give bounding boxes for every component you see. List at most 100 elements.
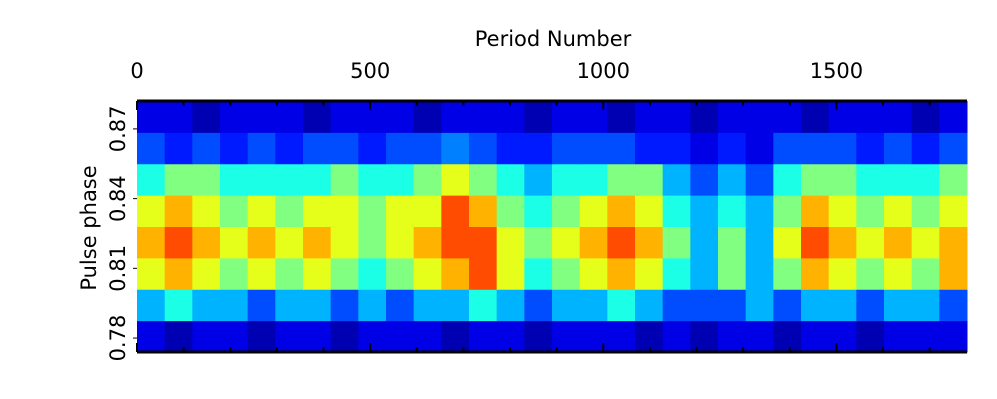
heatmap-cell — [718, 163, 747, 196]
heatmap-cell — [330, 257, 359, 290]
heatmap-cell — [496, 289, 525, 322]
heatmap-cell — [856, 132, 885, 165]
heatmap-cell — [413, 257, 442, 290]
heatmap-cell — [607, 195, 636, 227]
heatmap-cell — [330, 163, 359, 196]
heatmap-cell — [524, 132, 553, 165]
heatmap-cell — [856, 320, 885, 353]
heatmap-cell — [413, 163, 442, 196]
heatmap-cell — [220, 257, 249, 290]
heatmap-cell — [303, 195, 332, 227]
heatmap-cell — [856, 163, 885, 196]
heatmap-cell — [441, 132, 470, 165]
heatmap-cell — [330, 195, 359, 227]
heatmap-cell — [275, 132, 304, 165]
heatmap-cell — [192, 163, 221, 196]
x-tick-label: 1000 — [577, 59, 630, 83]
heatmap-cell — [718, 257, 747, 290]
heatmap-cell — [164, 289, 193, 322]
heatmap-cell — [801, 320, 830, 353]
heatmap-cell — [441, 226, 470, 259]
heatmap-cell — [275, 257, 304, 290]
heatmap-cell — [939, 289, 968, 322]
heatmap-cell — [745, 289, 774, 322]
heatmap-cell — [552, 101, 581, 133]
heatmap-cell — [801, 226, 830, 259]
heatmap-cell — [884, 320, 913, 353]
heatmap-cell — [745, 163, 774, 196]
heatmap-cell — [690, 289, 719, 322]
heatmap-cell — [801, 101, 830, 133]
heatmap-cell — [884, 226, 913, 259]
heatmap-cell — [441, 101, 470, 133]
y-axis-label: Pulse phase — [77, 165, 101, 290]
heatmap-cell — [358, 163, 387, 196]
heatmap-cell — [911, 257, 940, 290]
heatmap-cell — [496, 226, 525, 259]
heatmap-cell — [939, 320, 968, 353]
heatmap-cell — [884, 132, 913, 165]
heatmap-cell — [828, 289, 857, 322]
heatmap-cell — [690, 320, 719, 353]
heatmap-cell — [690, 195, 719, 227]
heatmap-cell — [690, 101, 719, 133]
heatmap-cell — [911, 163, 940, 196]
heatmap-cell — [718, 132, 747, 165]
heatmap-cell — [192, 101, 221, 133]
heatmap-cell — [662, 132, 691, 165]
heatmap-cell — [939, 101, 968, 133]
heatmap-cell — [441, 257, 470, 290]
heatmap-cell — [773, 132, 802, 165]
heatmap-cell — [635, 289, 664, 322]
heatmap-cell — [690, 226, 719, 259]
heatmap-cell — [911, 195, 940, 227]
heatmap-cell — [828, 226, 857, 259]
heatmap-cell — [579, 163, 608, 196]
heatmap-cell — [552, 132, 581, 165]
heatmap-cell — [303, 226, 332, 259]
heatmap-cell — [275, 163, 304, 196]
heatmap-cell — [386, 101, 415, 133]
heatmap-cell — [828, 320, 857, 353]
heatmap-cell — [635, 226, 664, 259]
heatmap-cell — [607, 257, 636, 290]
heatmap-cell — [220, 163, 249, 196]
heatmap-cell — [303, 289, 332, 322]
heatmap-cell — [773, 101, 802, 133]
heatmap-cell — [496, 163, 525, 196]
heatmap-cell — [884, 101, 913, 133]
heatmap-cell — [413, 101, 442, 133]
heatmap-cell — [635, 132, 664, 165]
heatmap-cell — [192, 289, 221, 322]
heatmap-cell — [469, 226, 498, 259]
heatmap-cell — [358, 289, 387, 322]
x-tick-label: 0 — [130, 59, 143, 83]
heatmap-cell — [801, 257, 830, 290]
heatmap-cell — [856, 257, 885, 290]
heatmap-cell — [856, 226, 885, 259]
heatmap-cell — [801, 163, 830, 196]
heatmap-cell — [441, 163, 470, 196]
heatmap-cell — [635, 101, 664, 133]
heatmap-cell — [773, 257, 802, 290]
heatmap-cell — [137, 257, 166, 290]
heatmap-cell — [662, 195, 691, 227]
heatmap-cell — [662, 163, 691, 196]
x-tick-label: 1500 — [810, 59, 863, 83]
y-tick-label: 0.81 — [106, 245, 130, 292]
heatmap-cell — [220, 132, 249, 165]
heatmap-cell — [386, 257, 415, 290]
heatmap-cell — [939, 195, 968, 227]
heatmap-cell — [828, 132, 857, 165]
heatmap-cell — [745, 226, 774, 259]
heatmap-cell — [939, 163, 968, 196]
heatmap-cell — [607, 132, 636, 165]
heatmap-cell — [330, 132, 359, 165]
heatmap-cell — [884, 289, 913, 322]
heatmap-cell — [413, 226, 442, 259]
heatmap-cell — [358, 257, 387, 290]
heatmap-cell — [441, 195, 470, 227]
heatmap-cell — [607, 289, 636, 322]
heatmap-cell — [137, 289, 166, 322]
